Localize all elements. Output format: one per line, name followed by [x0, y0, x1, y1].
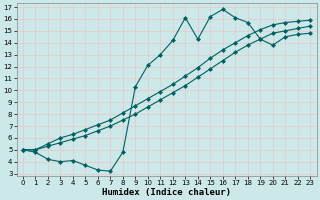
X-axis label: Humidex (Indice chaleur): Humidex (Indice chaleur)	[102, 188, 231, 197]
